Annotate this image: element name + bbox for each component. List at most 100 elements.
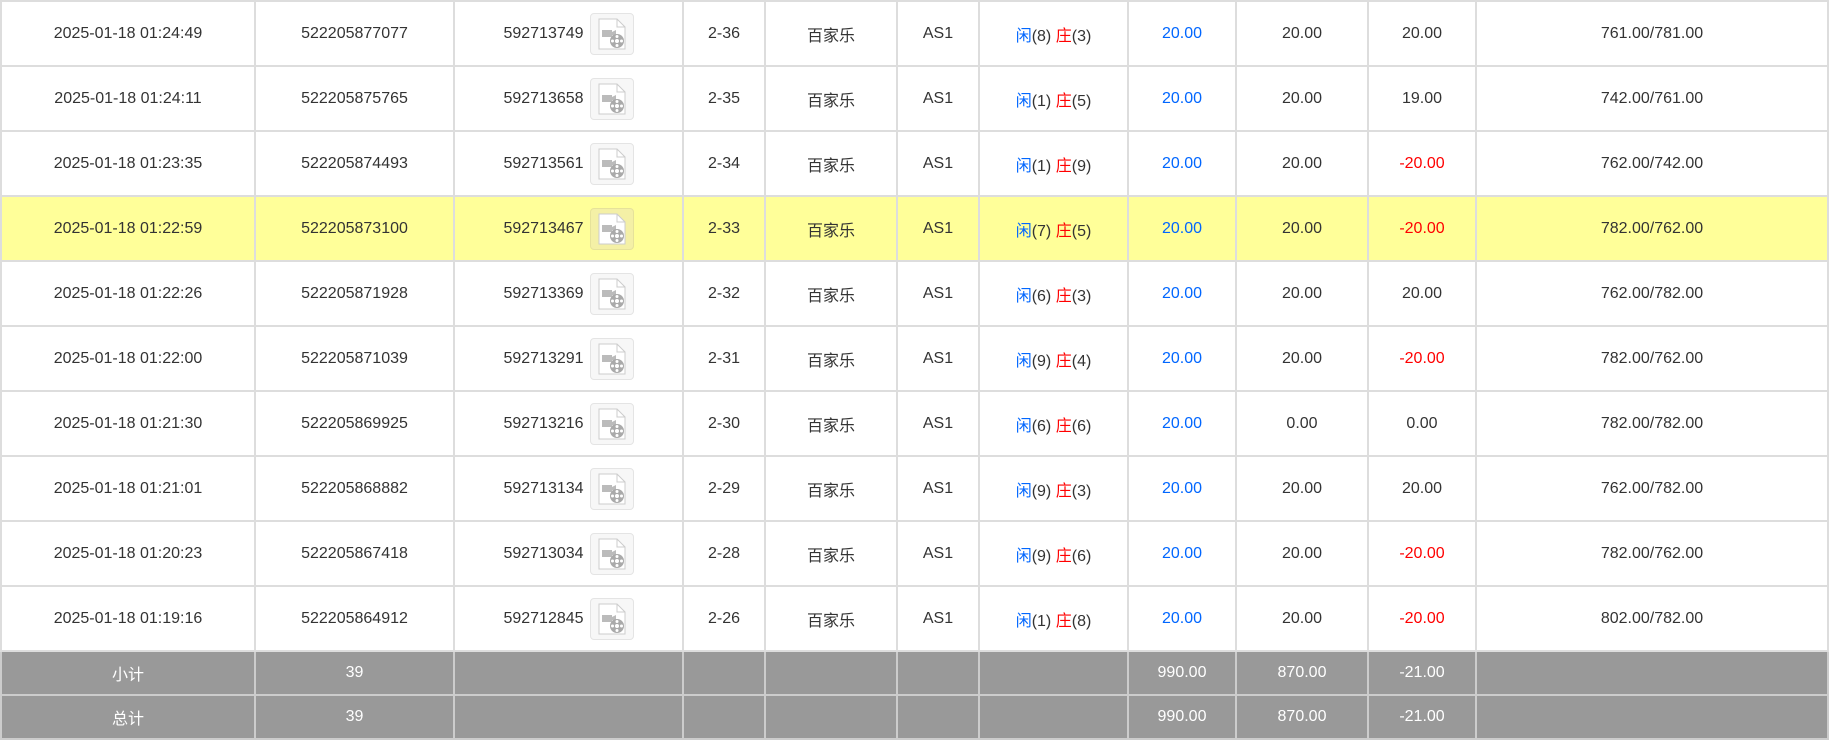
video-file-icon[interactable] (589, 402, 634, 445)
game-type: 百家乐 (764, 585, 898, 652)
table-row: 2025-01-18 01:23:35 522205874493 5927135… (0, 130, 1829, 197)
bet-time: 2025-01-18 01:22:59 (0, 195, 256, 262)
game-type: 百家乐 (764, 390, 898, 457)
banker-points: (9) (1071, 157, 1092, 175)
total-count: 39 (254, 694, 455, 740)
win-loss: -20.00 (1367, 130, 1477, 197)
round-number: 592713291 (503, 349, 584, 367)
subtotal-label: 小计 (0, 650, 256, 696)
round-number-cell: 592713467 (453, 195, 684, 262)
round-number: 592713561 (503, 154, 584, 172)
table-row: 2025-01-18 01:24:49 522205877077 5927137… (0, 0, 1829, 67)
result-cell: 闲(8) 庄(3) (978, 0, 1129, 67)
player-label: 闲 (1015, 547, 1032, 565)
balance-before-after: 762.00/742.00 (1475, 130, 1829, 197)
result-cell: 闲(9) 庄(6) (978, 520, 1129, 587)
shoe-hand: 2-33 (682, 195, 766, 262)
video-file-icon[interactable] (589, 597, 634, 640)
bet-amount: 20.00 (1127, 325, 1237, 392)
banker-label: 庄 (1055, 222, 1072, 240)
order-number: 522205875765 (254, 65, 455, 132)
shoe-hand: 2-36 (682, 0, 766, 67)
balance-before-after: 762.00/782.00 (1475, 260, 1829, 327)
player-points: (6) (1031, 417, 1052, 435)
bet-time: 2025-01-18 01:19:16 (0, 585, 256, 652)
shoe-hand: 2-32 (682, 260, 766, 327)
video-file-icon[interactable] (589, 142, 634, 185)
player-label: 闲 (1015, 482, 1032, 500)
balance-before-after: 742.00/761.00 (1475, 65, 1829, 132)
empty-cell (978, 650, 1129, 696)
banker-points: (3) (1071, 287, 1092, 305)
valid-bet: 20.00 (1235, 455, 1369, 522)
bet-time: 2025-01-18 01:22:26 (0, 260, 256, 327)
video-file-icon[interactable] (589, 207, 634, 250)
table-code: AS1 (896, 260, 980, 327)
empty-cell (896, 694, 980, 740)
bet-amount: 20.00 (1127, 390, 1237, 457)
round-number: 592713034 (503, 544, 584, 562)
bet-amount: 20.00 (1127, 0, 1237, 67)
round-number-cell: 592713749 (453, 0, 684, 67)
table-code: AS1 (896, 65, 980, 132)
player-points: (1) (1031, 92, 1052, 110)
player-label: 闲 (1015, 417, 1032, 435)
empty-cell (764, 694, 898, 740)
total-label: 总计 (0, 694, 256, 740)
balance-before-after: 802.00/782.00 (1475, 585, 1829, 652)
win-loss: -20.00 (1367, 585, 1477, 652)
video-file-icon[interactable] (589, 77, 634, 120)
table-row: 2025-01-18 01:21:30 522205869925 5927132… (0, 390, 1829, 457)
video-file-icon[interactable] (589, 12, 634, 55)
valid-bet: 20.00 (1235, 65, 1369, 132)
order-number: 522205871039 (254, 325, 455, 392)
banker-points: (6) (1071, 547, 1092, 565)
table-code: AS1 (896, 455, 980, 522)
valid-bet: 0.00 (1235, 390, 1369, 457)
empty-cell (1475, 650, 1829, 696)
game-type: 百家乐 (764, 455, 898, 522)
table-code: AS1 (896, 585, 980, 652)
round-number: 592713749 (503, 24, 584, 42)
win-loss: -20.00 (1367, 325, 1477, 392)
table-code: AS1 (896, 0, 980, 67)
video-file-icon[interactable] (589, 337, 634, 380)
round-number-cell: 592713134 (453, 455, 684, 522)
banker-label: 庄 (1055, 27, 1072, 45)
win-loss: -20.00 (1367, 195, 1477, 262)
banker-points: (5) (1071, 222, 1092, 240)
round-number-cell: 592713369 (453, 260, 684, 327)
bet-amount: 20.00 (1127, 195, 1237, 262)
video-file-icon[interactable] (589, 532, 634, 575)
empty-cell (764, 650, 898, 696)
win-loss: 20.00 (1367, 260, 1477, 327)
video-file-icon[interactable] (589, 467, 634, 510)
round-number-cell: 592713658 (453, 65, 684, 132)
player-points: (1) (1031, 157, 1052, 175)
banker-label: 庄 (1055, 612, 1072, 630)
bet-time: 2025-01-18 01:24:11 (0, 65, 256, 132)
order-number: 522205864912 (254, 585, 455, 652)
banker-label: 庄 (1055, 287, 1072, 305)
shoe-hand: 2-28 (682, 520, 766, 587)
banker-label: 庄 (1055, 482, 1072, 500)
shoe-hand: 2-35 (682, 65, 766, 132)
banker-points: (8) (1071, 612, 1092, 630)
bet-time: 2025-01-18 01:20:23 (0, 520, 256, 587)
bet-time: 2025-01-18 01:22:00 (0, 325, 256, 392)
order-number: 522205877077 (254, 0, 455, 67)
total-bet: 990.00 (1127, 694, 1237, 740)
win-loss: 20.00 (1367, 0, 1477, 67)
result-cell: 闲(7) 庄(5) (978, 195, 1129, 262)
balance-before-after: 761.00/781.00 (1475, 0, 1829, 67)
valid-bet: 20.00 (1235, 260, 1369, 327)
video-file-icon[interactable] (589, 272, 634, 315)
bet-amount: 20.00 (1127, 65, 1237, 132)
result-cell: 闲(6) 庄(6) (978, 390, 1129, 457)
game-type: 百家乐 (764, 195, 898, 262)
bet-amount: 20.00 (1127, 130, 1237, 197)
banker-label: 庄 (1055, 417, 1072, 435)
valid-bet: 20.00 (1235, 520, 1369, 587)
game-type: 百家乐 (764, 130, 898, 197)
table-row: 2025-01-18 01:20:23 522205867418 5927130… (0, 520, 1829, 587)
